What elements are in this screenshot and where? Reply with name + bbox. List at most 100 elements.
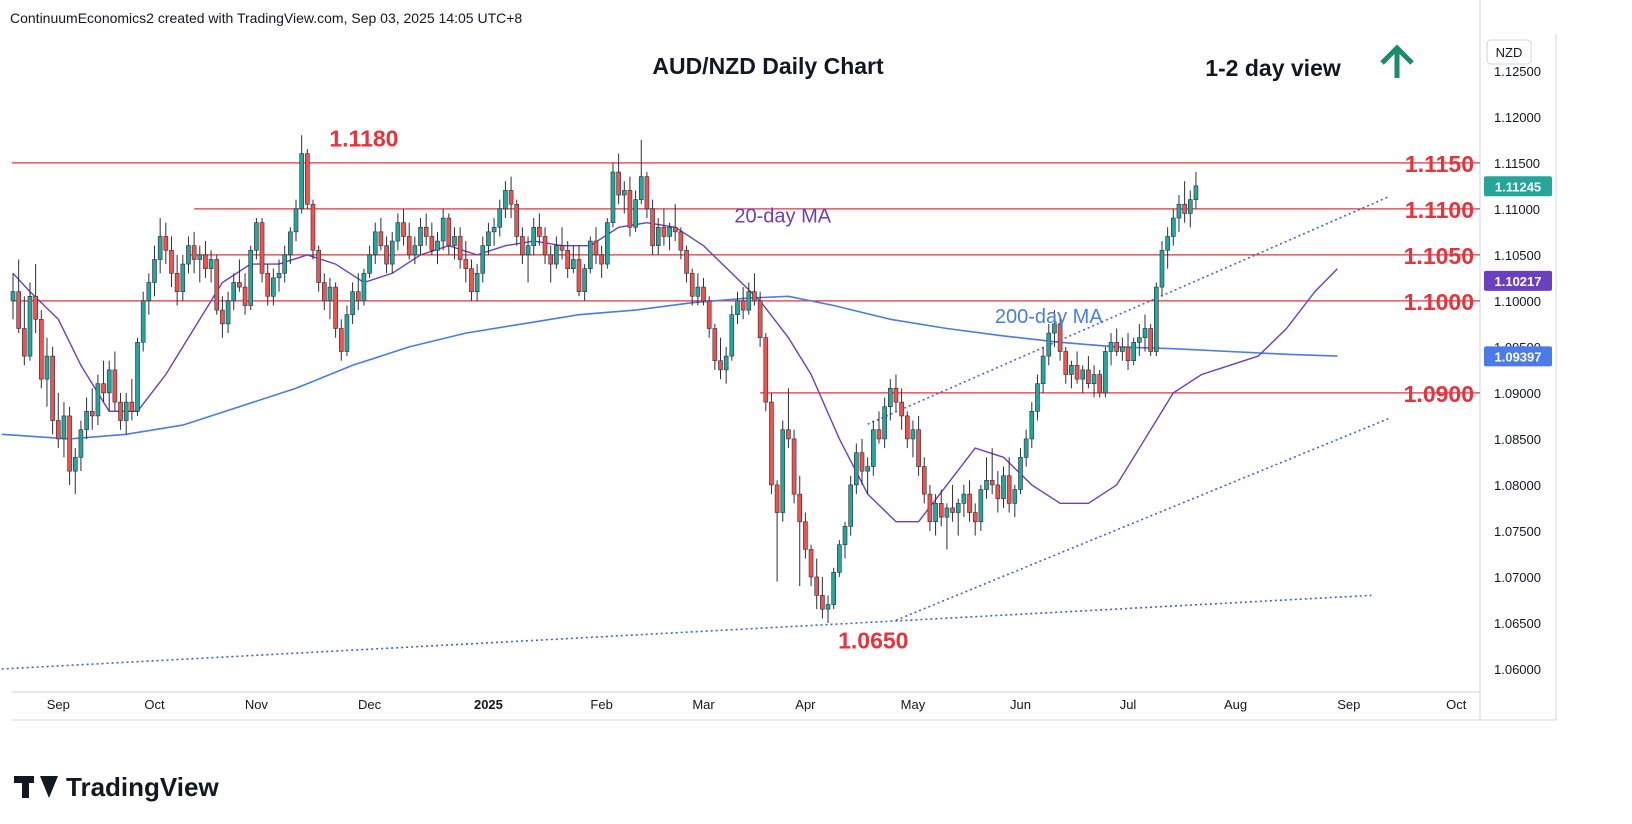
candle[interactable] xyxy=(638,139,644,205)
candle[interactable] xyxy=(214,254,220,315)
candle[interactable] xyxy=(1040,346,1046,393)
candle[interactable] xyxy=(169,236,174,288)
candle[interactable] xyxy=(1023,429,1029,467)
candle[interactable] xyxy=(921,457,927,504)
candle[interactable] xyxy=(893,374,899,412)
candle[interactable] xyxy=(497,199,503,237)
candle[interactable] xyxy=(1001,466,1006,508)
candle[interactable] xyxy=(718,337,723,380)
candle[interactable] xyxy=(310,199,316,260)
candle[interactable] xyxy=(1069,360,1074,389)
candle[interactable] xyxy=(22,296,27,366)
candle[interactable] xyxy=(678,227,684,260)
candle[interactable] xyxy=(684,245,689,283)
candle[interactable] xyxy=(135,337,140,416)
candle[interactable] xyxy=(316,245,321,292)
candle[interactable] xyxy=(355,273,361,311)
candle[interactable] xyxy=(752,273,757,306)
candle[interactable] xyxy=(1142,314,1148,352)
candle[interactable] xyxy=(446,213,452,255)
candle[interactable] xyxy=(440,208,446,251)
candle[interactable] xyxy=(242,273,248,315)
candle[interactable] xyxy=(1114,328,1119,357)
candle[interactable] xyxy=(627,176,633,237)
candle[interactable] xyxy=(576,245,582,297)
candle[interactable] xyxy=(152,245,157,297)
candle[interactable] xyxy=(1165,227,1170,269)
candle[interactable] xyxy=(38,310,44,389)
candle[interactable] xyxy=(887,379,893,421)
candle[interactable] xyxy=(689,268,695,306)
candle[interactable] xyxy=(554,236,559,269)
candle[interactable] xyxy=(220,296,225,338)
candle[interactable] xyxy=(412,236,418,265)
candle[interactable] xyxy=(904,411,910,449)
candle[interactable] xyxy=(78,420,84,472)
candle[interactable] xyxy=(16,259,21,334)
candle[interactable] xyxy=(1120,337,1125,361)
candle[interactable] xyxy=(1046,323,1052,366)
candle[interactable] xyxy=(469,259,474,301)
candle[interactable] xyxy=(661,208,667,246)
candle[interactable] xyxy=(837,540,842,577)
candle[interactable] xyxy=(548,245,554,283)
candle[interactable] xyxy=(571,245,576,274)
candle[interactable] xyxy=(769,392,774,495)
candle[interactable] xyxy=(1063,346,1069,384)
candle[interactable] xyxy=(582,264,587,301)
candle[interactable] xyxy=(604,218,610,269)
candle[interactable] xyxy=(1080,365,1086,393)
candle[interactable] xyxy=(644,172,650,219)
candle[interactable] xyxy=(429,222,435,255)
candle[interactable] xyxy=(995,471,1001,513)
candle[interactable] xyxy=(299,135,304,214)
candle[interactable] xyxy=(621,181,627,214)
candle[interactable] xyxy=(254,218,259,260)
candle[interactable] xyxy=(180,254,186,301)
candle[interactable] xyxy=(452,227,457,260)
candle[interactable] xyxy=(33,264,38,334)
candle[interactable] xyxy=(84,397,89,439)
candle[interactable] xyxy=(820,576,825,619)
candle[interactable] xyxy=(667,222,672,251)
tradingview-brand[interactable]: TradingView xyxy=(14,772,219,803)
candle[interactable] xyxy=(203,241,208,278)
candle[interactable] xyxy=(854,443,859,495)
candle[interactable] xyxy=(859,438,865,485)
candle[interactable] xyxy=(1108,333,1114,366)
candle[interactable] xyxy=(197,245,203,283)
candle[interactable] xyxy=(1057,314,1063,361)
candle[interactable] xyxy=(933,494,938,536)
candle[interactable] xyxy=(1187,190,1193,228)
candle[interactable] xyxy=(271,268,276,306)
candle[interactable] xyxy=(367,245,372,278)
candle[interactable] xyxy=(955,498,961,536)
candle[interactable] xyxy=(1086,356,1091,389)
candle[interactable] xyxy=(384,236,389,274)
candle[interactable] xyxy=(72,448,78,495)
candle[interactable] xyxy=(282,245,287,283)
candle[interactable] xyxy=(208,250,214,283)
candle[interactable] xyxy=(746,282,752,315)
candle[interactable] xyxy=(50,346,55,435)
candle[interactable] xyxy=(542,227,548,265)
candle[interactable] xyxy=(1074,351,1080,384)
candle[interactable] xyxy=(395,213,401,251)
candle[interactable] xyxy=(520,227,525,265)
candle[interactable] xyxy=(372,222,378,265)
candle[interactable] xyxy=(174,254,180,306)
candle[interactable] xyxy=(361,268,367,306)
candle[interactable] xyxy=(55,392,61,449)
candle[interactable] xyxy=(259,218,265,283)
candle[interactable] xyxy=(406,222,412,260)
candle[interactable] xyxy=(321,273,327,311)
candle[interactable] xyxy=(389,231,395,274)
candle[interactable] xyxy=(401,208,406,246)
candle[interactable] xyxy=(848,475,853,536)
candle[interactable] xyxy=(808,544,814,587)
candle[interactable] xyxy=(106,360,112,412)
candle[interactable] xyxy=(457,227,463,269)
candle[interactable] xyxy=(1193,172,1199,209)
candle[interactable] xyxy=(1097,369,1103,398)
candle[interactable] xyxy=(831,567,837,610)
